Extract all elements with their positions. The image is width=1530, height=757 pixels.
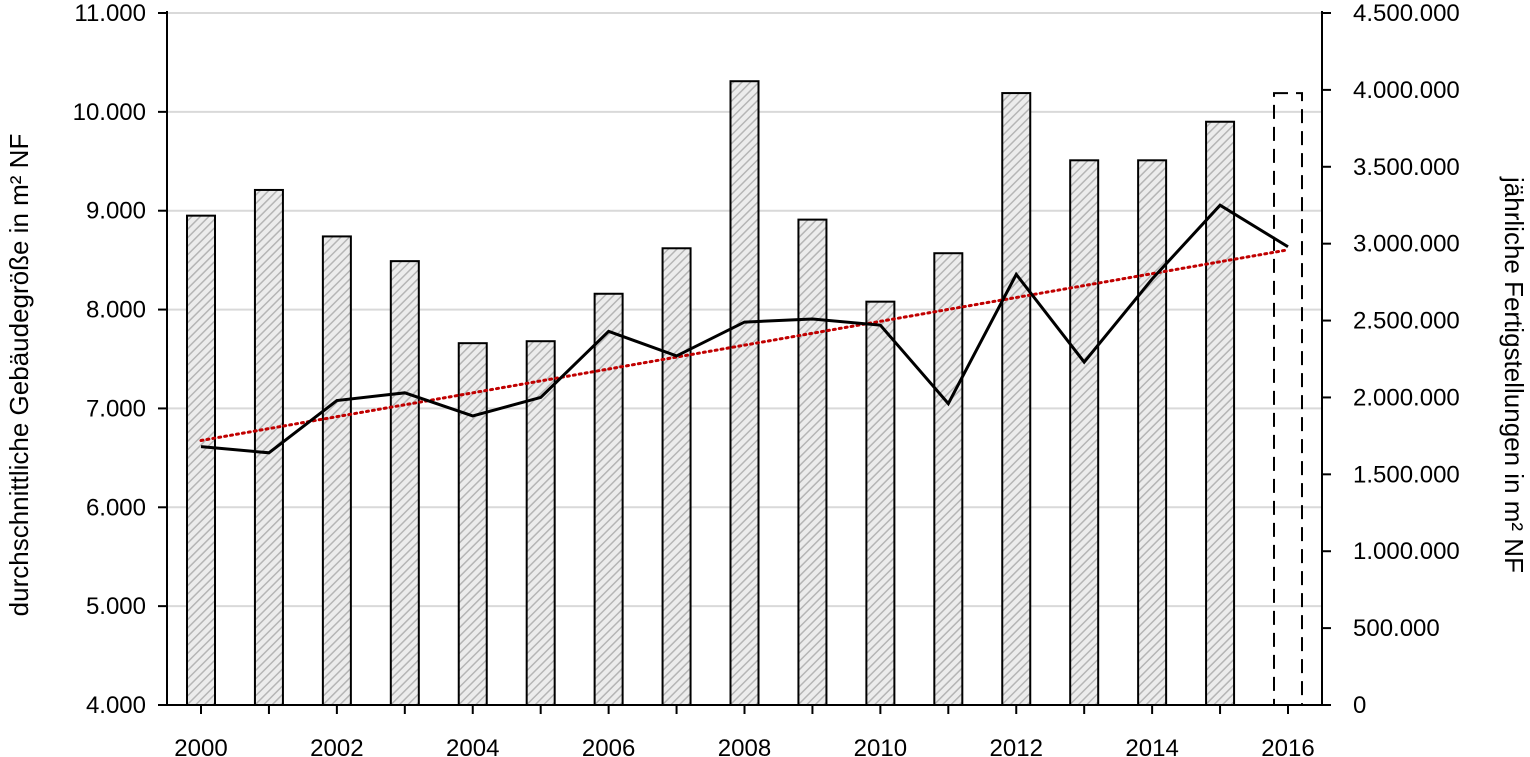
left-tick-label-3: 7.000 xyxy=(86,395,146,422)
bar-2010 xyxy=(865,300,896,706)
right-axis-title: jährliche Fertigstellungen in m² NF xyxy=(1499,176,1529,573)
bar-2012 xyxy=(1001,92,1032,707)
bar-2008 xyxy=(729,80,760,706)
left-tick-label-5: 9.000 xyxy=(86,198,146,225)
right-tick-label-3: 1.500.000 xyxy=(1353,461,1460,488)
left-tick-label-0: 4.000 xyxy=(86,692,146,719)
right-tick-label-0: 0 xyxy=(1353,692,1366,719)
bar-2001 xyxy=(253,188,284,706)
right-tick-label-6: 3.000.000 xyxy=(1353,231,1460,258)
right-tick-label-7: 3.500.000 xyxy=(1353,154,1460,181)
bar-2011 xyxy=(933,252,964,706)
right-tick-label-5: 2.500.000 xyxy=(1353,308,1460,335)
bar-2007 xyxy=(661,247,692,706)
x-tick-label-2000: 2000 xyxy=(174,735,227,757)
x-tick-label-2002: 2002 xyxy=(310,735,363,757)
bar-2013 xyxy=(1069,159,1100,707)
right-tick-label-4: 2.000.000 xyxy=(1353,384,1460,411)
right-tick-label-9: 4.500.000 xyxy=(1353,0,1460,27)
left-tick-label-7: 11.000 xyxy=(74,0,146,27)
bar-2003 xyxy=(389,260,420,706)
x-tick-label-2008: 2008 xyxy=(718,735,771,757)
bar-outline-2016 xyxy=(1273,92,1303,707)
x-tick-label-2006: 2006 xyxy=(582,735,635,757)
x-tick-label-2014: 2014 xyxy=(1125,735,1178,757)
axes xyxy=(158,11,1331,714)
bars xyxy=(186,80,1303,707)
right-tick-label-2: 1.000.000 xyxy=(1353,538,1460,565)
bar-2014 xyxy=(1137,159,1168,707)
bar-2000 xyxy=(186,214,216,707)
bar-2004 xyxy=(457,342,488,706)
left-axis-title: durchschnittliche Gebäudegröße in m² NF xyxy=(4,134,34,617)
x-tick-label-2004: 2004 xyxy=(446,735,499,757)
left-tick-label-6: 10.000 xyxy=(73,99,146,126)
line-series xyxy=(200,203,1289,455)
x-tick-label-2016: 2016 xyxy=(1261,735,1314,757)
bar-2015 xyxy=(1205,120,1236,706)
trendline-dotted xyxy=(199,248,1290,443)
left-tick-label-2: 6.000 xyxy=(86,494,146,521)
x-tick-label-2012: 2012 xyxy=(990,735,1043,757)
tick-labels: 4.000 5.000 6.000 7.000 8.000 9.000 10.000 11.0… xyxy=(73,0,1460,757)
trendline xyxy=(199,248,1290,443)
left-tick-label-1: 5.000 xyxy=(86,593,146,620)
left-tick-label-4: 8.000 xyxy=(86,297,146,324)
bar-2006 xyxy=(593,292,624,706)
right-tick-label-1: 500.000 xyxy=(1353,615,1440,642)
bar-2002 xyxy=(321,235,352,706)
line-series-path xyxy=(200,203,1289,455)
x-tick-label-2010: 2010 xyxy=(854,735,907,757)
right-tick-label-8: 4.000.000 xyxy=(1353,77,1460,104)
bar-2009 xyxy=(797,218,828,707)
